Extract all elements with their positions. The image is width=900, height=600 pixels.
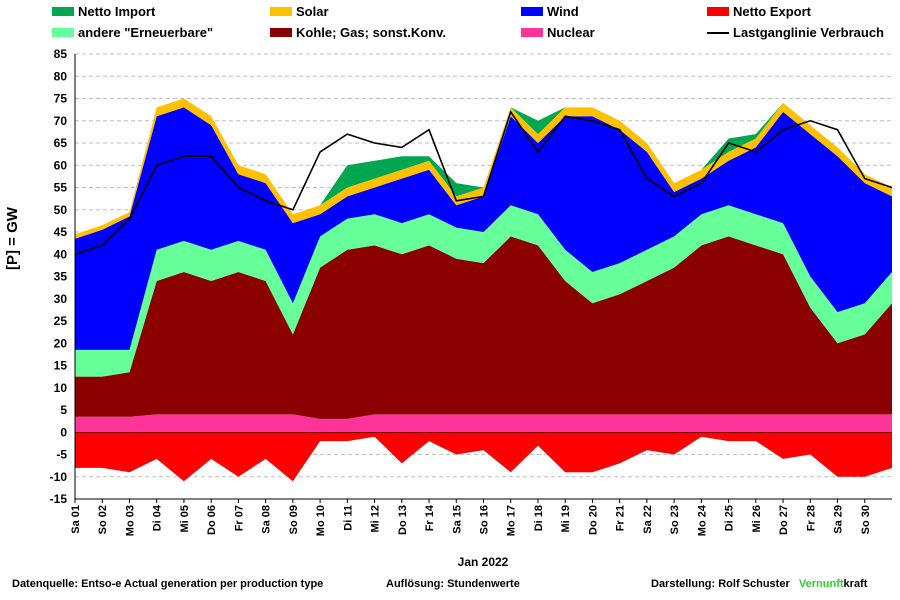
load-line-path — [74, 110, 893, 255]
x-tick-label: Fr 14 — [424, 504, 436, 531]
y-tick-label: 25 — [54, 314, 68, 328]
legend-item: Kohle; Gas; sonst.Konv. — [270, 25, 446, 40]
legend-item: Wind — [521, 4, 579, 19]
author-text: Darstellung: Rolf Schuster — [651, 578, 790, 590]
legend-label: Netto Import — [78, 4, 156, 19]
load-line — [74, 110, 893, 255]
y-tick-label: 55 — [54, 181, 68, 195]
x-tick-label: Do 13 — [397, 505, 409, 535]
area-wind — [75, 107, 892, 350]
y-tick-label: 45 — [54, 225, 68, 239]
x-tick-label: Fr 21 — [615, 505, 627, 531]
x-tick-label: Sa 29 — [833, 505, 845, 534]
stacked-areas — [75, 98, 892, 482]
x-tick-label: Mo 17 — [506, 505, 518, 536]
legend-swatch — [521, 7, 543, 16]
x-tick-label: Mo 10 — [315, 505, 327, 536]
x-tick-label: Di 25 — [724, 505, 736, 531]
legend-item: Netto Export — [707, 4, 811, 19]
y-tick-label: -15 — [50, 492, 68, 506]
x-tick-label: Mo 24 — [696, 504, 708, 536]
y-tick-label: 50 — [54, 203, 68, 217]
x-tick-label: Do 06 — [206, 505, 218, 535]
footer: Datenquelle: Entso-e Actual generation p… — [0, 578, 900, 598]
legend-item: andere "Erneuerbare" — [52, 25, 213, 40]
x-tick-label: Sa 08 — [261, 505, 273, 534]
y-tick-labels: -15 -10 -5 0 5 10 15 20 25 30 35 40 45 50 55 60 65 70 75 80… — [50, 47, 68, 506]
y-tick-label: 65 — [54, 136, 68, 150]
y-tick-label: 20 — [54, 336, 68, 350]
x-tick-label: Mi 19 — [560, 505, 572, 533]
brand-black: kraft — [843, 578, 868, 590]
y-tick-label: -5 — [56, 448, 67, 462]
y-tick-label: 10 — [54, 381, 68, 395]
y-axis-label: [P] = GW — [4, 207, 21, 270]
author-note: Darstellung: Rolf Schuster Vernunftkraft — [651, 578, 867, 590]
y-tick-label: 35 — [54, 270, 68, 284]
y-tick-label: 75 — [54, 92, 68, 106]
legend-swatch — [270, 28, 292, 37]
legend-swatch — [521, 28, 543, 37]
x-axis-label: Jan 2022 — [458, 555, 509, 569]
y-tick-label: 85 — [54, 47, 68, 61]
x-tick-label: Mo 03 — [124, 505, 136, 536]
area-solar — [75, 98, 892, 239]
y-tick-label: 40 — [54, 247, 68, 261]
axes — [74, 54, 892, 503]
legend-swatch — [52, 7, 74, 16]
resolution-note: Auflösung: Stundenwerte — [386, 578, 520, 590]
x-tick-label: Sa 15 — [451, 505, 463, 534]
x-tick-label: Sa 01 — [70, 505, 82, 534]
x-tick-label: Fr 28 — [805, 505, 817, 531]
area-netto-export — [75, 432, 892, 482]
area-kohle-gas-sonst-konv- — [75, 236, 892, 419]
x-tick-label: Fr 07 — [233, 505, 245, 531]
y-tick-label: -10 — [50, 470, 68, 484]
x-tick-label: So 02 — [97, 505, 109, 534]
legend-label: Netto Export — [733, 4, 811, 19]
legend-item: Nuclear — [521, 25, 595, 40]
legend-swatch — [707, 7, 729, 16]
y-tick-label: 60 — [54, 158, 68, 172]
legend-label: Solar — [296, 4, 329, 19]
legend-label: Nuclear — [547, 25, 595, 40]
x-tick-label: Mi 26 — [751, 505, 763, 533]
area-nuclear — [75, 414, 892, 433]
legend-item: Solar — [270, 4, 329, 19]
legend-item: Lastganglinie Verbrauch — [707, 25, 884, 40]
area-andere-erneuerbare- — [75, 205, 892, 377]
x-tick-label: Mi 05 — [179, 505, 191, 533]
legend-label: andere "Erneuerbare" — [78, 25, 214, 40]
y-tick-label: 15 — [54, 359, 68, 373]
y-tick-label: 0 — [60, 425, 67, 439]
x-tick-label: Sa 22 — [642, 505, 654, 534]
legend-swatch — [52, 28, 74, 37]
x-tick-label: So 23 — [669, 505, 681, 534]
x-tick-label: Mi 12 — [370, 505, 382, 533]
legend-swatch — [707, 31, 729, 34]
x-tick-label: Di 04 — [152, 504, 164, 531]
legend-swatch — [270, 7, 292, 16]
legend-label: Kohle; Gas; sonst.Konv. — [296, 25, 446, 40]
legend: Netto Import Solar Wind Netto Export andere … — [0, 0, 900, 48]
y-tick-label: 30 — [54, 292, 68, 306]
legend-item: Netto Import — [52, 4, 155, 19]
x-tick-label: So 16 — [479, 505, 491, 534]
x-tick-labels: Sa 01 So 02 Mo 03 Di 04 Mi 05 Do 06 Fr 07 Sa 08… — [70, 504, 872, 536]
y-tick-label: 70 — [54, 114, 68, 128]
y-tick-label: 5 — [60, 403, 67, 417]
x-tick-label: Do 27 — [778, 505, 790, 535]
x-tick-label: Di 18 — [533, 505, 545, 531]
y-tick-label: 80 — [54, 69, 68, 83]
legend-label: Wind — [547, 4, 579, 19]
brand-green: Vernunft — [798, 578, 844, 590]
x-tick-label: Di 11 — [342, 505, 354, 531]
x-tick-label: So 09 — [288, 505, 300, 534]
legend-label: Lastganglinie Verbrauch — [733, 25, 884, 40]
x-tick-label: So 30 — [860, 505, 872, 534]
x-tick-label: Do 20 — [587, 505, 599, 535]
source-note: Datenquelle: Entso-e Actual generation p… — [12, 578, 324, 590]
